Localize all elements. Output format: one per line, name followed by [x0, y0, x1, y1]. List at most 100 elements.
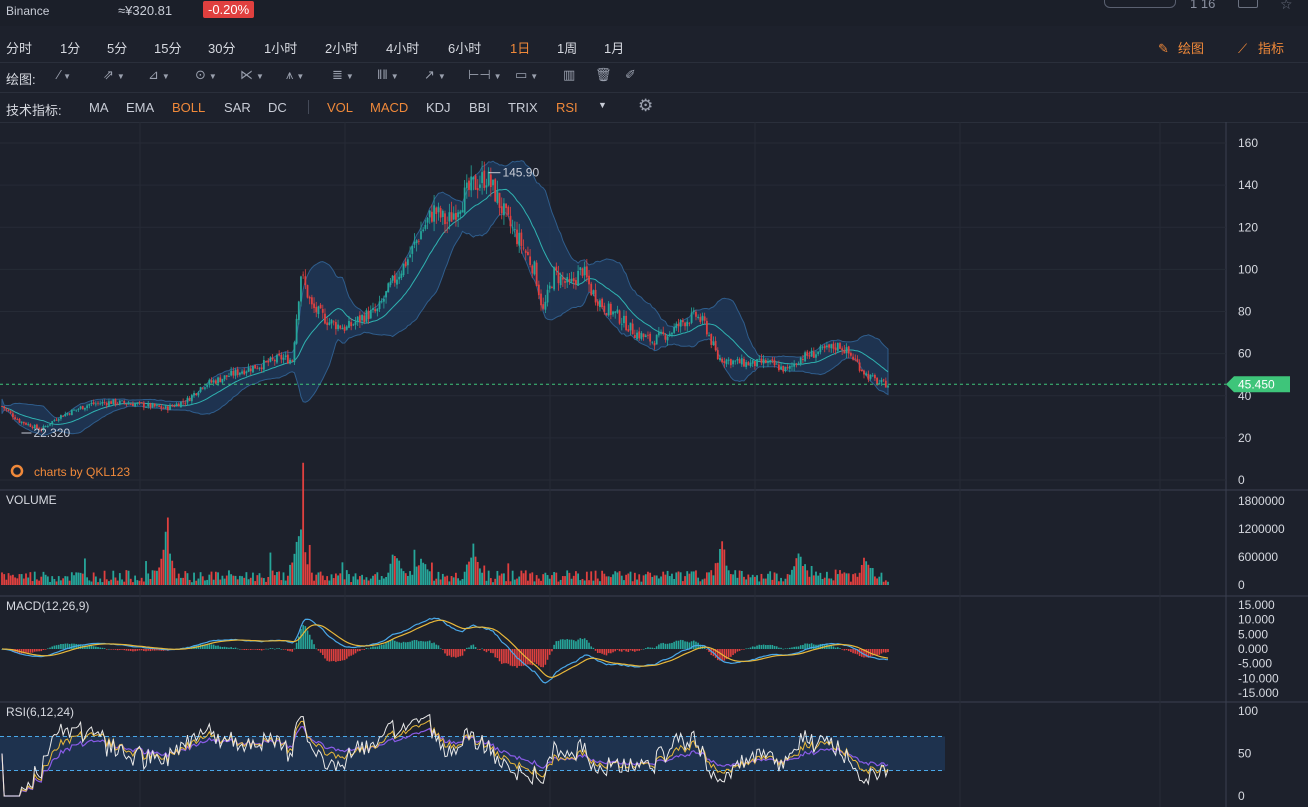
timeframe-tab[interactable]: 1周	[557, 41, 578, 56]
candle-body	[343, 326, 346, 331]
macd-bar	[143, 649, 145, 651]
candle-body	[529, 256, 532, 265]
bars-tool-icon[interactable]: ▥	[563, 67, 576, 82]
timeframe-tab[interactable]: 1月	[604, 41, 625, 56]
volume-bar	[208, 574, 211, 585]
macd-bar	[566, 639, 569, 649]
volume-bar	[321, 575, 324, 585]
macd-bar	[839, 648, 841, 649]
indicator-boll[interactable]: BOLL	[172, 100, 206, 115]
candle-body	[382, 299, 385, 302]
volume-bar	[437, 571, 440, 585]
volume-bar	[592, 580, 595, 585]
volume-bar	[747, 574, 750, 585]
macd-bar	[282, 649, 285, 650]
indicator-trix[interactable]: TRIX	[508, 100, 538, 115]
eraser-icon[interactable]: ✐	[625, 67, 636, 82]
indicator-dc[interactable]: DC	[268, 100, 287, 115]
candle-body	[38, 428, 40, 430]
circle-tool-icon[interactable]: ⊙ ▼	[195, 67, 217, 82]
macd-bar	[533, 649, 536, 663]
macd-bar	[138, 649, 141, 651]
timeframe-tab[interactable]: 15分	[154, 41, 182, 56]
candle-body	[509, 215, 512, 227]
indicator-macd[interactable]: MACD	[370, 100, 409, 115]
candle-body	[16, 419, 19, 420]
pen-tool-icon[interactable]: ⇗ ▼	[103, 67, 125, 82]
indicator-bbi[interactable]: BBI	[469, 100, 490, 115]
gear-icon[interactable]: ⚙	[638, 96, 654, 115]
volume-bar	[441, 573, 444, 585]
chevron-down-icon[interactable]: ▼	[598, 100, 607, 110]
candle-body	[463, 187, 466, 213]
candle-body	[123, 400, 126, 404]
timeframe-tab[interactable]: 30分	[208, 41, 236, 56]
screenshot-icon[interactable]	[1238, 0, 1258, 8]
candle-body	[156, 405, 158, 407]
candle-body	[204, 387, 206, 389]
volume-bar	[832, 580, 835, 585]
candle-body	[797, 364, 800, 366]
timeframe-tab-active[interactable]: 1日	[510, 41, 531, 56]
star-icon[interactable]: ☆	[1280, 0, 1293, 12]
fib-tool-icon[interactable]: ≣ ▼	[332, 67, 354, 82]
macd-bar	[754, 646, 756, 649]
indicator-rsi[interactable]: RSI	[556, 100, 578, 115]
pattern-tool-icon[interactable]: ⩚ ▼	[286, 67, 305, 82]
volume-bar	[12, 574, 14, 585]
candle-body	[182, 401, 185, 403]
timeframe-tab[interactable]: 4小时	[386, 41, 420, 56]
timeframe-tab[interactable]: 1分	[60, 41, 81, 56]
macd-tick-label: 15.000	[1238, 598, 1275, 612]
indicator-vol[interactable]: VOL	[327, 100, 354, 115]
candle-body	[880, 379, 883, 383]
gann-tool-icon[interactable]: ‖‖ ▼	[377, 67, 399, 82]
trash-icon[interactable]: 🗑	[595, 67, 612, 82]
candle-body	[70, 409, 73, 416]
settings-button[interactable]	[1104, 0, 1176, 8]
timeframe-tab[interactable]: 5分	[107, 41, 128, 56]
volume-bar	[697, 577, 700, 585]
range-tool-icon[interactable]: ⊢⊣ ▼	[468, 67, 502, 82]
volume-bar	[657, 578, 660, 585]
macd-bar	[583, 638, 586, 649]
volume-bar	[398, 560, 401, 585]
timeframe-tab[interactable]: 6小时	[448, 41, 482, 56]
volume-bar	[692, 571, 695, 585]
macd-bar	[760, 645, 763, 649]
indicator-ema[interactable]: EMA	[126, 100, 155, 115]
timeframe-tab[interactable]: 1小时	[264, 41, 298, 56]
macd-bar	[514, 649, 516, 667]
indicator-button[interactable]: ⟋ 指标	[1238, 38, 1284, 57]
candle-body	[850, 352, 852, 356]
kline-chart[interactable]: 02040608010012014016045.450145.9022.320c…	[0, 122, 1308, 807]
indicator-sar[interactable]: SAR	[224, 100, 251, 115]
volume-tick-label: 1200000	[1238, 522, 1285, 536]
timeframe-tab[interactable]: 分时	[6, 41, 33, 56]
candle-body	[455, 212, 457, 220]
volume-bar	[856, 576, 859, 585]
indicator-ma[interactable]: MA	[89, 100, 109, 115]
draw-tool-button[interactable]: ✎ 绘图	[1158, 38, 1204, 57]
macd-bar	[749, 647, 752, 649]
macd-bar	[55, 645, 58, 649]
angle-tool-icon[interactable]: ⊿ ▼	[148, 67, 170, 82]
arrow-tool-icon[interactable]: ↗ ▼	[424, 67, 446, 82]
candle-body	[140, 402, 143, 404]
macd-bar	[871, 649, 874, 656]
zigzag-tool-icon[interactable]: ⋉ ▼	[240, 67, 264, 82]
candle-body	[664, 335, 667, 340]
macd-bar	[337, 649, 339, 662]
candle-body	[252, 365, 254, 373]
macd-bar	[343, 649, 346, 661]
candle-body	[841, 348, 844, 351]
line-tool-icon[interactable]: ⁄ ▼	[58, 67, 72, 82]
indicator-kdj[interactable]: KDJ	[426, 100, 451, 115]
timeframe-tab[interactable]: 2小时	[325, 41, 359, 56]
candle-body	[815, 354, 817, 358]
volume-bar	[247, 579, 250, 585]
macd-bar	[99, 647, 102, 649]
volume-bar	[801, 566, 804, 585]
comment-tool-icon[interactable]: ▭ ▼	[515, 67, 539, 82]
volume-bar	[138, 580, 141, 585]
